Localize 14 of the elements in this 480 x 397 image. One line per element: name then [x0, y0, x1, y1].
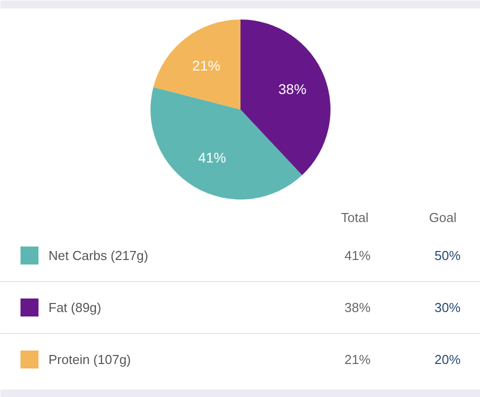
text: Goal — [429, 210, 457, 225]
data-label: 41% — [198, 150, 226, 166]
text: 30% — [434, 300, 461, 315]
legend-label: Protein (107g) — [48, 352, 131, 367]
data-label: 21% — [192, 57, 220, 74]
text: Total — [341, 210, 369, 225]
legend-label: Net Carbs (217g) — [48, 248, 148, 263]
text: 38% — [344, 300, 371, 315]
text: 50% — [434, 248, 461, 263]
text: 41% — [344, 248, 371, 263]
text: 20% — [434, 352, 461, 367]
data-label: 38% — [278, 80, 306, 97]
text: 21% — [344, 352, 371, 367]
legend-label: Fat (89g) — [48, 300, 102, 315]
